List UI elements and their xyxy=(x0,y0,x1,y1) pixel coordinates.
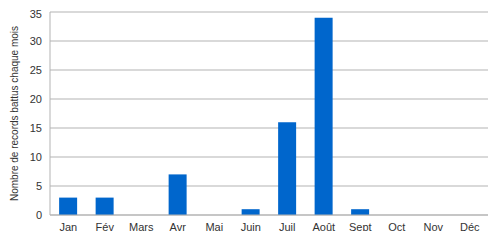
svg-text:Nombre de records battus chaqu: Nombre de records battus chaque mois xyxy=(9,26,20,201)
svg-text:35: 35 xyxy=(30,8,42,20)
svg-text:0: 0 xyxy=(36,209,42,221)
svg-text:Août: Août xyxy=(312,221,335,231)
svg-text:Sept: Sept xyxy=(349,221,372,231)
svg-text:30: 30 xyxy=(30,35,42,47)
svg-text:Déc: Déc xyxy=(460,221,480,231)
svg-text:Juin: Juin xyxy=(241,221,261,231)
svg-text:Juil: Juil xyxy=(279,221,296,231)
svg-text:Jan: Jan xyxy=(59,221,77,231)
svg-text:25: 25 xyxy=(30,64,42,76)
svg-text:Oct: Oct xyxy=(388,221,405,231)
svg-text:15: 15 xyxy=(30,122,42,134)
svg-text:Avr: Avr xyxy=(170,221,187,231)
svg-text:Mai: Mai xyxy=(205,221,223,231)
svg-text:Nov: Nov xyxy=(423,221,443,231)
svg-text:10: 10 xyxy=(30,151,42,163)
svg-text:5: 5 xyxy=(36,180,42,192)
svg-text:20: 20 xyxy=(30,93,42,105)
svg-text:Mars: Mars xyxy=(129,221,154,231)
svg-text:Fév: Fév xyxy=(96,221,115,231)
